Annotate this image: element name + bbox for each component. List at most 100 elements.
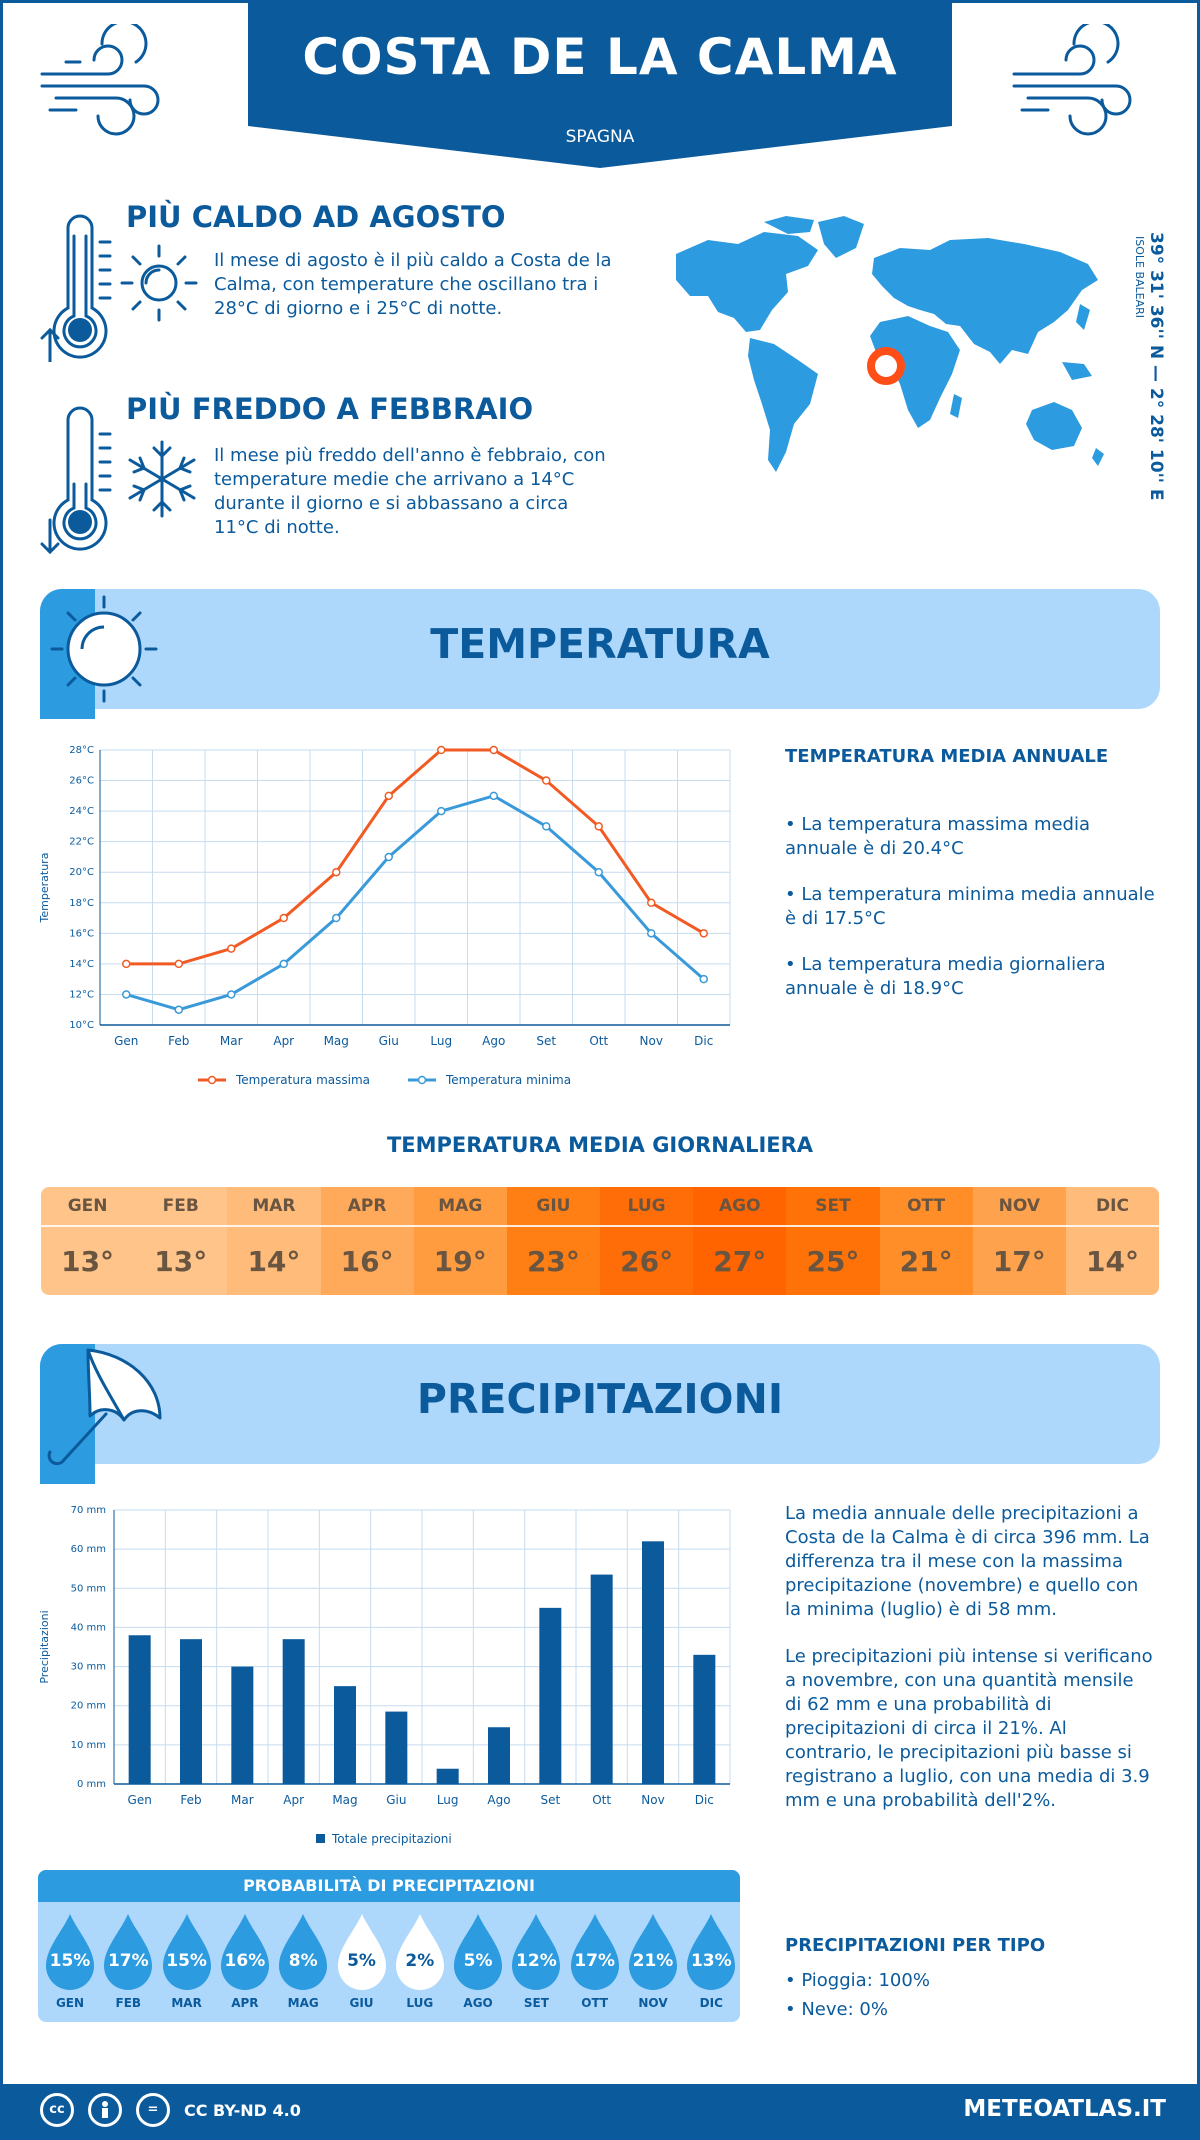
rain-drop-icon: 8% MAG — [277, 1912, 335, 2022]
daily-temp-column: MAG 19° — [413, 1187, 507, 1295]
temp-x-tick: Lug — [430, 1034, 452, 1048]
daily-temp-month: MAR — [227, 1187, 321, 1227]
temp-x-tick: Mag — [324, 1034, 349, 1048]
precip-x-tick: Gen — [128, 1793, 152, 1807]
daily-temp-title: TEMPERATURA MEDIA GIORNALIERA — [386, 1133, 814, 1157]
precip-legend-label: Totale precipitazioni — [331, 1832, 452, 1846]
precip-x-tick: Lug — [437, 1793, 459, 1807]
coordinates-wrapper: 39° 31' 36'' N — 2° 28' 10'' E — [1146, 232, 1172, 501]
temp-series-line — [126, 748, 705, 966]
precipitation-description: La media annuale delle precipitazioni a … — [785, 1502, 1155, 1836]
umbrella-rain-icon — [40, 1344, 162, 1484]
probability-month: NOV — [638, 1996, 668, 2010]
temp-point — [174, 1005, 183, 1014]
page-title: COSTA DE LA CALMA — [302, 28, 898, 86]
probability-value: 17% — [574, 1951, 616, 1971]
site-link[interactable]: METEOATLAS.IT — [963, 2096, 1166, 2122]
daily-temp-table: GEN 13° FEB 13° MAR 14° APR 16° MAG 19° GIU 23° LUG 2… — [41, 1187, 1159, 1295]
daily-temp-value: 23° — [526, 1244, 580, 1278]
temp-x-tick: Apr — [273, 1034, 294, 1048]
precip-y-tick: 50 mm — [71, 1583, 106, 1594]
probability-value: 8% — [288, 1951, 318, 1971]
precip-x-tick: Mar — [231, 1793, 254, 1807]
precip-bar — [488, 1727, 510, 1784]
temp-legend-label: Temperatura minima — [445, 1073, 571, 1087]
temperature-chart: 10°C 12°C 14°C 16°C 18°C 20°C 22°C 24°C 26°C 28°C… — [38, 745, 731, 1087]
temp-y-tick: 26°C — [69, 776, 94, 787]
precip-type-list: • Pioggia: 100% • Neve: 0% — [785, 1966, 930, 2024]
temp-point — [227, 944, 236, 953]
probability-month: APR — [231, 1996, 259, 2010]
temp-x-tick: Ago — [482, 1034, 505, 1048]
precip-bar — [385, 1711, 408, 1784]
hot-fact-title: PIÙ CALDO AD AGOSTO — [126, 200, 506, 234]
temp-point — [594, 822, 603, 831]
precip-x-tick: Set — [540, 1793, 560, 1807]
temp-point — [542, 776, 551, 785]
daily-temp-value: 25° — [806, 1244, 860, 1278]
probability-value: 5% — [347, 1951, 376, 1971]
precip-y-axis-label: Precipitazioni — [38, 1610, 51, 1683]
precip-x-tick: Ott — [592, 1793, 611, 1807]
precip-y-tick: 10 mm — [71, 1740, 106, 1751]
precip-y-tick: 30 mm — [71, 1662, 106, 1673]
probability-value: 13% — [690, 1951, 732, 1971]
temp-point — [279, 913, 288, 923]
precip-type-title: PRECIPITAZIONI PER TIPO — [785, 1935, 1046, 1956]
temp-y-tick: 16°C — [69, 928, 94, 939]
snowflake-icon — [128, 440, 196, 518]
temp-series-line — [125, 794, 705, 1012]
daily-temp-value: 17° — [992, 1244, 1046, 1278]
temp-point — [332, 867, 341, 877]
probability-value: 21% — [632, 1951, 674, 1971]
daily-temp-column: OTT 21° — [879, 1187, 973, 1295]
annual-temp-list: • La temperatura massima media annuale è… — [785, 813, 1155, 1023]
precip-y-tick: 60 mm — [71, 1544, 106, 1555]
probability-month: MAG — [287, 1996, 319, 2010]
daily-temp-value: 26° — [620, 1244, 674, 1278]
precip-x-tick: Mag — [332, 1793, 357, 1807]
daily-temp-month: FEB — [134, 1187, 228, 1227]
rain-drop-icon: 13% DIC — [685, 1912, 740, 2022]
probability-value: 17% — [107, 1951, 149, 1971]
precip-x-tick: Feb — [180, 1793, 201, 1807]
probability-month: SET — [523, 1996, 549, 2010]
probability-value: 15% — [166, 1951, 207, 1971]
daily-temp-column: FEB 13° — [134, 1187, 228, 1295]
temp-point — [174, 959, 183, 969]
header-ribbon — [248, 0, 952, 168]
daily-temp-column: APR 16° — [320, 1187, 414, 1295]
temp-point — [279, 959, 288, 969]
probability-month: AGO — [463, 1996, 493, 2010]
temp-legend-marker — [417, 1075, 427, 1085]
sun-large-icon — [40, 589, 158, 719]
daily-temp-value: 19° — [433, 1244, 487, 1278]
rain-share: • Pioggia: 100% — [785, 1970, 930, 1991]
daily-temp-month: LUG — [600, 1187, 694, 1227]
temperature-banner-title: TEMPERATURA — [430, 620, 770, 668]
location-marker-icon — [867, 347, 905, 385]
precip-x-tick: Dic — [695, 1793, 714, 1807]
temp-point — [699, 929, 708, 938]
temp-y-tick: 24°C — [69, 806, 94, 817]
precip-x-tick: Nov — [641, 1793, 664, 1807]
temp-point — [384, 852, 393, 862]
rain-drop-icon: 17% OTT — [569, 1912, 627, 2022]
precip-bar — [231, 1666, 254, 1784]
temp-y-axis-label: Temperatura — [38, 853, 51, 924]
daily-temp-month: GEN — [41, 1187, 135, 1227]
daily-temp-column: AGO 27° — [693, 1187, 787, 1295]
precip-bar — [282, 1639, 305, 1784]
precipitation-banner — [40, 1344, 1160, 1464]
temp-point — [647, 929, 656, 938]
precip-bar — [642, 1541, 664, 1784]
probability-value: 12% — [516, 1951, 557, 1971]
temp-x-tick: Feb — [168, 1034, 189, 1048]
probability-month: LUG — [406, 1996, 434, 2010]
precip-x-tick: Apr — [283, 1793, 304, 1807]
temp-y-tick: 28°C — [69, 745, 94, 756]
cc-icon: cc — [40, 2093, 74, 2127]
annual-temp-max: • La temperatura massima media annuale è… — [785, 814, 1091, 859]
temp-point — [332, 913, 341, 923]
probability-month: MAR — [171, 1996, 202, 2010]
